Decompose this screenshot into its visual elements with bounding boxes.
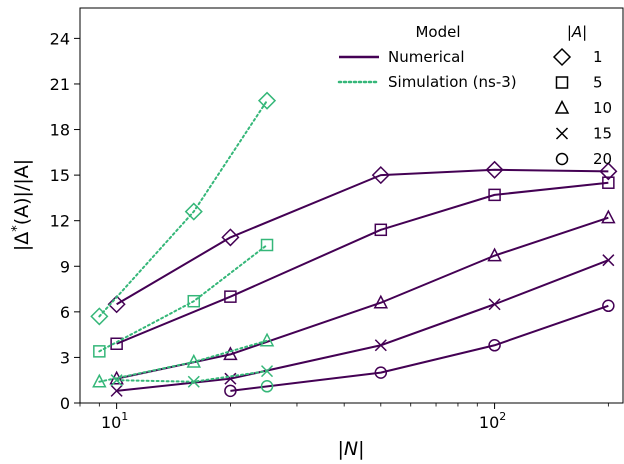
legend-marker-diamond: [552, 47, 572, 67]
data-point-numerical-A1: [371, 166, 390, 185]
data-point-simulation-A20: [260, 380, 274, 393]
series-line-simulation-A5: [98, 244, 269, 353]
data-point-numerical-A15: [110, 384, 123, 397]
legend-marker-circle: [555, 152, 569, 166]
data-point-simulation-A5: [187, 294, 201, 308]
data-point-simulation-A5: [260, 238, 274, 252]
legend-size-label-10: 10: [593, 99, 612, 117]
legend-model-title: Model: [415, 23, 460, 41]
legend-label-numerical: Numerical: [388, 48, 465, 66]
legend-marker-x: [555, 127, 569, 140]
y-tick-label: 12: [50, 212, 70, 231]
data-point-numerical-A10: [487, 247, 502, 262]
data-point-simulation-A10: [92, 373, 107, 388]
y-tick-label: 6: [60, 303, 70, 322]
y-tick-label: 3: [60, 348, 70, 367]
data-point-numerical-A1: [599, 162, 618, 181]
series-simulation-A20: [260, 380, 274, 393]
legend-size-label-20: 20: [593, 150, 612, 168]
series-numerical-A20: [224, 299, 615, 398]
y-tick-label: 9: [60, 257, 70, 276]
x-tick-label: 101: [101, 410, 128, 432]
legend-label-simulation: Simulation (ns-3): [388, 73, 517, 91]
series-numerical-A5: [110, 176, 615, 350]
legend-marker-triangle: [554, 99, 570, 114]
data-point-numerical-A5: [488, 188, 501, 202]
data-point-numerical-A5: [110, 337, 123, 350]
x-tick-label: 102: [479, 410, 506, 432]
data-point-numerical-A15: [488, 298, 501, 311]
series-line-numerical-A5: [116, 181, 609, 345]
series-line-numerical-A1: [116, 168, 609, 306]
data-point-numerical-A5: [374, 223, 388, 237]
data-point-numerical-A20: [602, 299, 615, 313]
series-layer: [90, 91, 618, 398]
legend-marker-square: [555, 76, 569, 89]
series-simulation-A15: [110, 365, 274, 388]
x-axis-label: |N|: [337, 438, 364, 460]
legend-size-label-1: 1: [593, 48, 603, 66]
y-tick-label: 0: [60, 394, 70, 413]
data-point-numerical-A20: [224, 384, 237, 398]
series-line-simulation-A1: [98, 99, 269, 318]
data-point-numerical-A10: [373, 294, 389, 309]
plot-frame: [79, 7, 624, 404]
legend-size-label-15: 15: [593, 125, 612, 143]
data-point-simulation-A10: [186, 353, 202, 368]
data-point-simulation-A15: [110, 374, 123, 387]
data-point-numerical-A20: [488, 339, 501, 352]
legend-size-label-5: 5: [593, 74, 603, 92]
data-point-numerical-A20: [374, 366, 388, 379]
series-line-simulation-A10: [98, 339, 269, 383]
data-point-numerical-A5: [224, 290, 237, 303]
series-line-numerical-A20: [230, 304, 609, 392]
data-point-simulation-A1: [90, 307, 109, 326]
data-point-numerical-A15: [224, 372, 237, 385]
series-simulation-A1: [90, 91, 277, 326]
legend-size-title: |A|: [567, 23, 587, 41]
data-point-simulation-A15: [187, 375, 200, 388]
data-point-simulation-A1: [184, 202, 203, 221]
data-point-numerical-A10: [601, 209, 616, 224]
data-point-simulation-A10: [259, 332, 275, 347]
y-tick-label: 18: [50, 121, 70, 140]
y-tick-label: 21: [50, 75, 70, 94]
data-point-numerical-A5: [602, 176, 615, 189]
y-tick-label: 15: [50, 166, 70, 185]
data-point-numerical-A1: [107, 295, 126, 314]
series-numerical-A1: [107, 160, 618, 314]
data-point-simulation-A5: [93, 345, 106, 358]
series-simulation-A10: [92, 332, 275, 388]
data-point-simulation-A1: [257, 91, 277, 110]
data-point-numerical-A1: [485, 160, 504, 179]
data-point-numerical-A15: [374, 339, 387, 352]
y-tick-label: 24: [50, 29, 70, 48]
y-axis-label: |Δ*(A)|/|A|: [10, 159, 33, 251]
data-point-numerical-A1: [221, 228, 240, 247]
series-simulation-A5: [93, 238, 274, 358]
data-point-numerical-A15: [602, 254, 615, 267]
data-point-simulation-A15: [260, 365, 274, 378]
data-point-numerical-A10: [223, 346, 238, 361]
